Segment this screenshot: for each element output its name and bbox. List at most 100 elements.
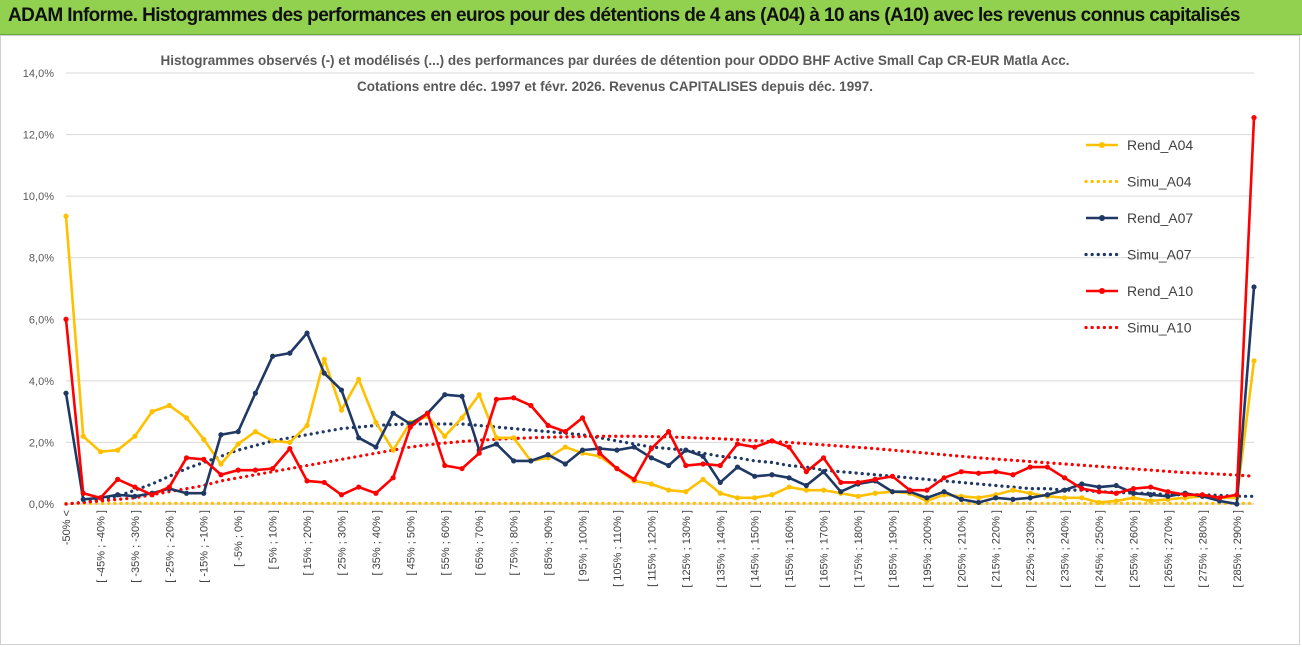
data-point bbox=[700, 453, 706, 459]
data-point bbox=[97, 495, 104, 501]
data-point bbox=[683, 462, 689, 469]
x-tick-label: [ 85% ; 90% ] bbox=[543, 510, 555, 575]
data-point bbox=[1079, 481, 1085, 487]
data-point bbox=[149, 492, 155, 498]
x-tick-label: [ 15% ; 20% ] bbox=[302, 510, 314, 575]
data-point bbox=[1096, 484, 1102, 490]
x-tick-label: [ 125% ; 130% ] bbox=[681, 510, 693, 588]
x-tick-label: [ 75% ; 80% ] bbox=[509, 510, 521, 575]
data-point bbox=[97, 449, 104, 455]
data-point bbox=[700, 476, 706, 482]
data-point bbox=[1079, 486, 1085, 492]
data-point bbox=[407, 424, 413, 430]
data-point bbox=[700, 461, 706, 467]
data-point bbox=[1165, 489, 1171, 495]
data-point bbox=[1096, 499, 1102, 506]
data-point bbox=[149, 409, 155, 415]
data-point bbox=[631, 476, 637, 482]
data-point bbox=[493, 435, 500, 441]
data-point bbox=[1234, 492, 1240, 498]
data-point bbox=[356, 435, 362, 441]
chart-title-line2: Cotations entre déc. 1997 et févr. 2026.… bbox=[357, 79, 873, 94]
data-point bbox=[666, 429, 672, 435]
x-tick-label: [ 255% ; 260% ] bbox=[1128, 510, 1140, 588]
data-point bbox=[493, 396, 500, 402]
x-tick-label: [ 215% ; 220% ] bbox=[991, 510, 1003, 588]
x-tick-label: [ 195% ; 200% ] bbox=[922, 510, 934, 588]
x-tick-label: [ 105% ; 110% ] bbox=[612, 510, 624, 587]
data-point bbox=[166, 402, 172, 409]
data-point bbox=[1130, 486, 1137, 492]
data-point bbox=[1010, 496, 1016, 502]
x-tick-label: [ 285% ; 290% ] bbox=[1232, 510, 1244, 588]
data-point bbox=[63, 390, 69, 396]
data-point bbox=[1044, 464, 1050, 470]
data-point bbox=[270, 465, 276, 472]
x-tick-label: [ 95% ; 100% ] bbox=[578, 510, 590, 582]
data-point bbox=[734, 464, 741, 470]
data-point bbox=[1148, 498, 1154, 504]
data-point bbox=[390, 410, 396, 416]
legend-marker bbox=[1099, 215, 1105, 221]
data-point bbox=[63, 213, 69, 219]
data-point bbox=[752, 495, 758, 501]
data-point bbox=[769, 492, 775, 498]
data-point bbox=[511, 458, 517, 464]
data-point bbox=[287, 445, 293, 452]
data-point bbox=[1010, 472, 1016, 478]
legend-label: Simu_A07 bbox=[1127, 247, 1192, 263]
data-point bbox=[648, 445, 654, 452]
data-point bbox=[683, 489, 689, 495]
data-point bbox=[1234, 501, 1240, 507]
legend-label: Rend_A04 bbox=[1127, 137, 1193, 153]
data-point bbox=[1148, 492, 1154, 498]
data-point bbox=[993, 469, 999, 475]
data-point bbox=[201, 436, 207, 442]
series-line-simu_a07 bbox=[64, 422, 1256, 506]
data-point bbox=[1096, 489, 1102, 495]
legend-label: Simu_A04 bbox=[1127, 174, 1192, 190]
legend-label: Rend_A07 bbox=[1127, 210, 1193, 226]
y-tick-label: 0,0% bbox=[29, 499, 54, 511]
legend-label: Rend_A10 bbox=[1127, 283, 1193, 299]
data-point bbox=[562, 444, 568, 450]
data-point bbox=[597, 450, 603, 456]
data-point bbox=[115, 447, 121, 453]
data-point bbox=[1251, 358, 1257, 364]
data-point bbox=[218, 461, 224, 467]
x-tick-label: [ 165% ; 170% ] bbox=[819, 510, 831, 588]
data-point bbox=[1027, 490, 1033, 496]
data-point bbox=[1130, 490, 1137, 496]
x-tick-label: [ 5% ; 10% ] bbox=[268, 510, 280, 569]
data-point bbox=[1113, 490, 1119, 496]
data-point bbox=[924, 487, 930, 493]
x-tick-label: [ 275% ; 280% ] bbox=[1197, 510, 1209, 588]
x-tick-label: [ 65% ; 70% ] bbox=[474, 510, 486, 575]
data-point bbox=[855, 493, 861, 499]
data-point bbox=[132, 433, 138, 439]
data-point bbox=[786, 475, 792, 481]
data-point bbox=[115, 476, 121, 482]
data-point bbox=[218, 432, 224, 438]
data-point bbox=[1027, 464, 1033, 470]
x-tick-label: [ 225% ; 230% ] bbox=[1025, 510, 1037, 588]
data-point bbox=[459, 465, 465, 472]
y-tick-label: 4,0% bbox=[29, 376, 54, 388]
data-point bbox=[183, 490, 190, 496]
x-tick-label: [ 55% ; 60% ] bbox=[440, 510, 452, 575]
data-point bbox=[235, 441, 241, 447]
data-point bbox=[287, 439, 293, 446]
data-point bbox=[752, 473, 758, 479]
x-tick-label: [ -5% ; 0% ] bbox=[233, 510, 245, 567]
data-point bbox=[80, 490, 86, 496]
data-point bbox=[442, 433, 448, 439]
x-tick-label: [ 205% ; 210% ] bbox=[956, 510, 968, 588]
data-point bbox=[1251, 115, 1257, 121]
data-point bbox=[356, 484, 362, 490]
data-point bbox=[1044, 492, 1050, 498]
data-point bbox=[924, 495, 930, 501]
data-point bbox=[390, 475, 396, 481]
data-point bbox=[993, 495, 999, 501]
data-point bbox=[786, 484, 792, 490]
gridlines bbox=[66, 72, 1254, 505]
